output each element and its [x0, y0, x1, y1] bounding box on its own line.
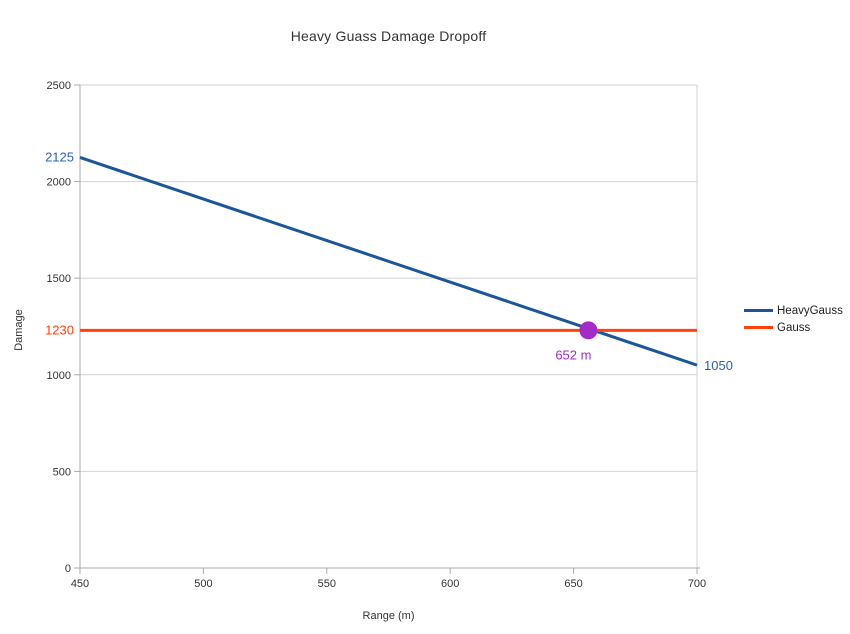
- x-tick-label: 500: [194, 578, 212, 590]
- x-axis-title: Range (m): [362, 610, 415, 622]
- legend-line-swatch-heavygauss: [744, 309, 773, 312]
- intersection-marker: [579, 321, 598, 340]
- y-tick-label: 1000: [47, 370, 71, 382]
- annotation-1230: 1230: [45, 322, 74, 337]
- legend-item-gauss: Gauss: [744, 319, 843, 336]
- x-tick-label: 550: [318, 578, 336, 590]
- x-tick-label: 650: [564, 578, 582, 590]
- annotation-652-m: 652 m: [555, 347, 591, 362]
- legend-line-swatch-gauss: [744, 326, 773, 329]
- legend-label-heavygauss: HeavyGauss: [777, 304, 843, 317]
- y-tick-label: 500: [53, 466, 71, 478]
- y-tick-label: 0: [65, 563, 71, 575]
- series-line-heavygauss: [79, 156, 698, 367]
- x-tick-label: 700: [688, 578, 706, 590]
- annotation-2125: 2125: [45, 149, 74, 164]
- y-tick-label: 1500: [47, 273, 71, 285]
- legend: HeavyGauss Gauss: [744, 302, 843, 336]
- chart-title: Heavy Guass Damage Dropoff: [290, 28, 487, 44]
- annotation-1050: 1050: [704, 358, 733, 373]
- legend-label-gauss: Gauss: [777, 321, 811, 334]
- x-tick-label: 450: [71, 578, 89, 590]
- y-tick-label: 2000: [47, 177, 71, 189]
- y-tick-label: 2500: [47, 80, 71, 92]
- x-tick-label: 600: [441, 578, 459, 590]
- legend-item-heavygauss: HeavyGauss: [744, 302, 843, 319]
